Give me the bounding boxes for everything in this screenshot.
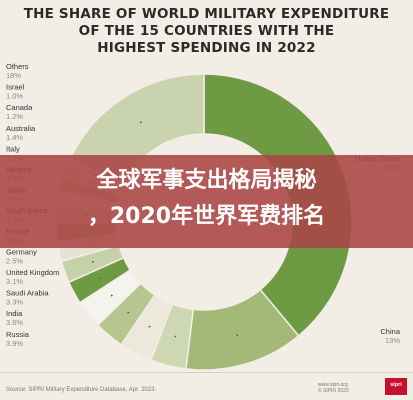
label-canada: Canada <box>6 103 33 112</box>
label-israel: Israel <box>6 83 25 92</box>
label-italy: Italy <box>6 144 20 153</box>
logo-text: sipri <box>390 382 402 388</box>
footer-divider <box>0 372 413 373</box>
value-united-kingdom: 3.1% <box>6 277 23 286</box>
title-line-3: HIGHEST SPENDING IN 2022 <box>97 40 316 56</box>
label-australia: Australia <box>6 124 36 133</box>
title-line-1: THE SHARE OF WORLD MILITARY EXPENDITURE <box>23 6 390 22</box>
label-india: India <box>6 309 23 318</box>
slice-marker <box>148 325 151 328</box>
value-australia: 1.4% <box>6 133 23 142</box>
slice-marker <box>110 294 113 297</box>
chart-title: THE SHARE OF WORLD MILITARY EXPENDITURE … <box>0 6 413 57</box>
value-germany: 2.5% <box>6 256 23 265</box>
slice-marker <box>174 335 177 338</box>
label-china: China <box>380 327 400 336</box>
slice-marker <box>127 311 130 314</box>
value-india: 3.6% <box>6 318 23 327</box>
headline-line-1: 全球军事支出格局揭秘 <box>96 168 317 193</box>
credit-note: www.sipri.org © SIPRI 2023 <box>318 382 349 394</box>
value-canada: 1.2% <box>6 112 23 121</box>
label-saudi-arabia: Saudi Arabia <box>6 289 49 298</box>
value-israel: 1.0% <box>6 92 23 101</box>
slice-marker <box>236 334 239 337</box>
value-saudi-arabia: 3.3% <box>6 298 23 307</box>
slice-marker <box>91 260 94 263</box>
source-note: Source: SIPRI Military Expenditure Datab… <box>6 387 157 393</box>
label-russia: Russia <box>6 330 30 339</box>
title-line-2: OF THE 15 COUNTRIES WITH THE <box>78 23 335 39</box>
label-germany: Germany <box>6 247 37 256</box>
value-china: 13% <box>385 336 400 345</box>
value-russia: 3.9% <box>6 339 23 348</box>
label-united-kingdom: United Kingdom <box>6 268 59 277</box>
slice-marker <box>139 121 142 124</box>
headline-line-2: ，2020年世界军费排名 <box>87 204 326 229</box>
label-others: Others <box>6 62 29 71</box>
sipri-logo: sipri <box>385 378 407 395</box>
headline-banner <box>0 155 413 248</box>
slice-marker <box>99 277 102 280</box>
value-others: 18% <box>6 71 21 80</box>
